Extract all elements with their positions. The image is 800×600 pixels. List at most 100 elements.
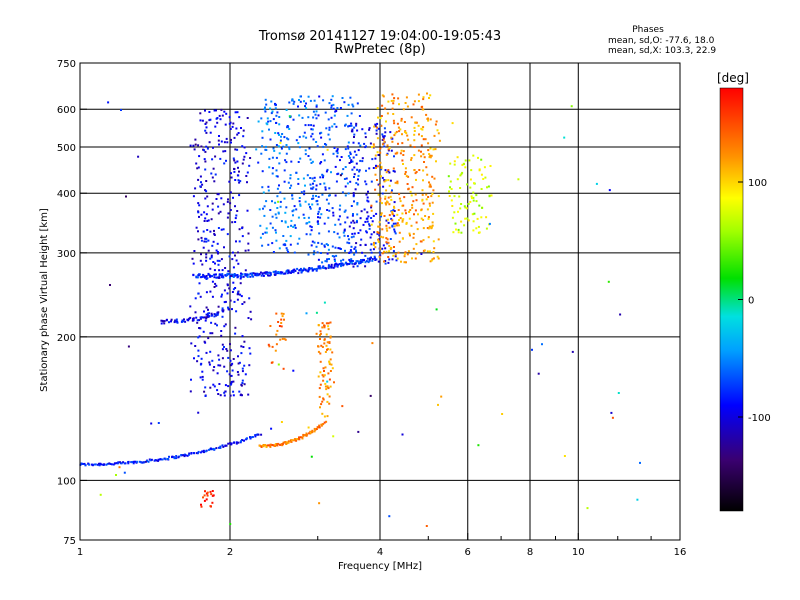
data-point (353, 232, 356, 235)
data-point (333, 231, 336, 234)
data-point (420, 253, 423, 255)
data-point (348, 156, 351, 159)
data-point (196, 319, 199, 322)
data-point (376, 126, 379, 129)
data-point (478, 169, 481, 172)
data-point (407, 250, 410, 253)
data-point (233, 159, 236, 162)
data-point (275, 169, 278, 172)
data-point (221, 307, 224, 310)
data-point (201, 119, 204, 122)
data-point (384, 260, 387, 262)
data-point (319, 371, 322, 374)
data-point (141, 461, 144, 464)
data-point (403, 261, 406, 264)
data-point (480, 188, 483, 190)
data-point (221, 273, 224, 276)
data-point (318, 395, 321, 398)
data-point (251, 275, 254, 278)
data-point (208, 312, 211, 315)
data-point (96, 463, 99, 466)
data-point (355, 251, 358, 254)
data-point (381, 202, 383, 205)
data-point (197, 202, 200, 205)
data-point (224, 444, 227, 447)
data-point (391, 140, 394, 143)
data-point (263, 214, 266, 217)
data-point (405, 212, 407, 215)
chart-subtitle: RwPretec (8p) (334, 42, 425, 57)
data-point (376, 151, 379, 154)
data-point (112, 463, 115, 466)
data-point (307, 155, 310, 157)
data-point (407, 175, 410, 178)
data-point (323, 342, 326, 345)
y-tick-label: 300 (57, 249, 76, 260)
data-point (394, 232, 397, 235)
data-point (373, 255, 376, 258)
data-point (313, 268, 316, 271)
data-point (162, 320, 165, 323)
chart-title: Tromsø 20141127 19:04:00-19:05:43 (258, 29, 501, 44)
data-point (226, 274, 229, 277)
data-point (435, 160, 437, 163)
data-point (325, 260, 328, 263)
data-point (237, 166, 239, 169)
data-point (357, 174, 360, 177)
data-point (278, 133, 280, 136)
data-point (338, 247, 341, 250)
data-point (225, 137, 228, 140)
data-point (436, 255, 439, 258)
data-point (241, 235, 244, 238)
data-point (370, 204, 373, 207)
data-point (271, 156, 274, 159)
data-point (304, 434, 307, 436)
data-point (197, 450, 200, 453)
data-point (240, 393, 242, 396)
data-point (212, 261, 215, 263)
data-point (327, 387, 330, 390)
data-point (453, 195, 456, 198)
data-point (394, 255, 397, 258)
data-point (203, 240, 206, 243)
data-point (421, 189, 424, 192)
data-point (204, 395, 207, 397)
data-point (230, 172, 232, 175)
data-point (365, 217, 368, 220)
data-point (127, 460, 130, 463)
data-point (217, 227, 220, 229)
data-point (200, 275, 203, 278)
data-point (108, 462, 111, 465)
data-point (324, 143, 326, 145)
data-point (235, 214, 238, 217)
data-point (203, 211, 206, 214)
data-point (304, 149, 307, 152)
data-point (189, 144, 192, 147)
data-point (211, 295, 214, 298)
data-point (449, 186, 451, 189)
data-point (315, 110, 318, 113)
data-point (457, 210, 459, 213)
data-point (199, 112, 202, 115)
data-point (330, 98, 333, 101)
data-point (376, 165, 379, 168)
data-point (215, 109, 217, 112)
data-point (328, 258, 330, 260)
data-point (448, 190, 450, 193)
data-point (393, 246, 395, 248)
data-point (391, 93, 394, 96)
data-point (335, 180, 338, 183)
data-point (245, 175, 248, 177)
data-point (277, 211, 280, 214)
data-point (325, 333, 328, 336)
data-point (352, 141, 355, 144)
data-point (306, 222, 309, 225)
data-point (203, 316, 206, 319)
data-point (344, 249, 346, 252)
data-point (271, 110, 274, 113)
data-point (278, 152, 281, 155)
data-point (309, 177, 312, 179)
data-point (427, 149, 430, 152)
data-point (463, 205, 466, 208)
data-point (231, 291, 234, 293)
